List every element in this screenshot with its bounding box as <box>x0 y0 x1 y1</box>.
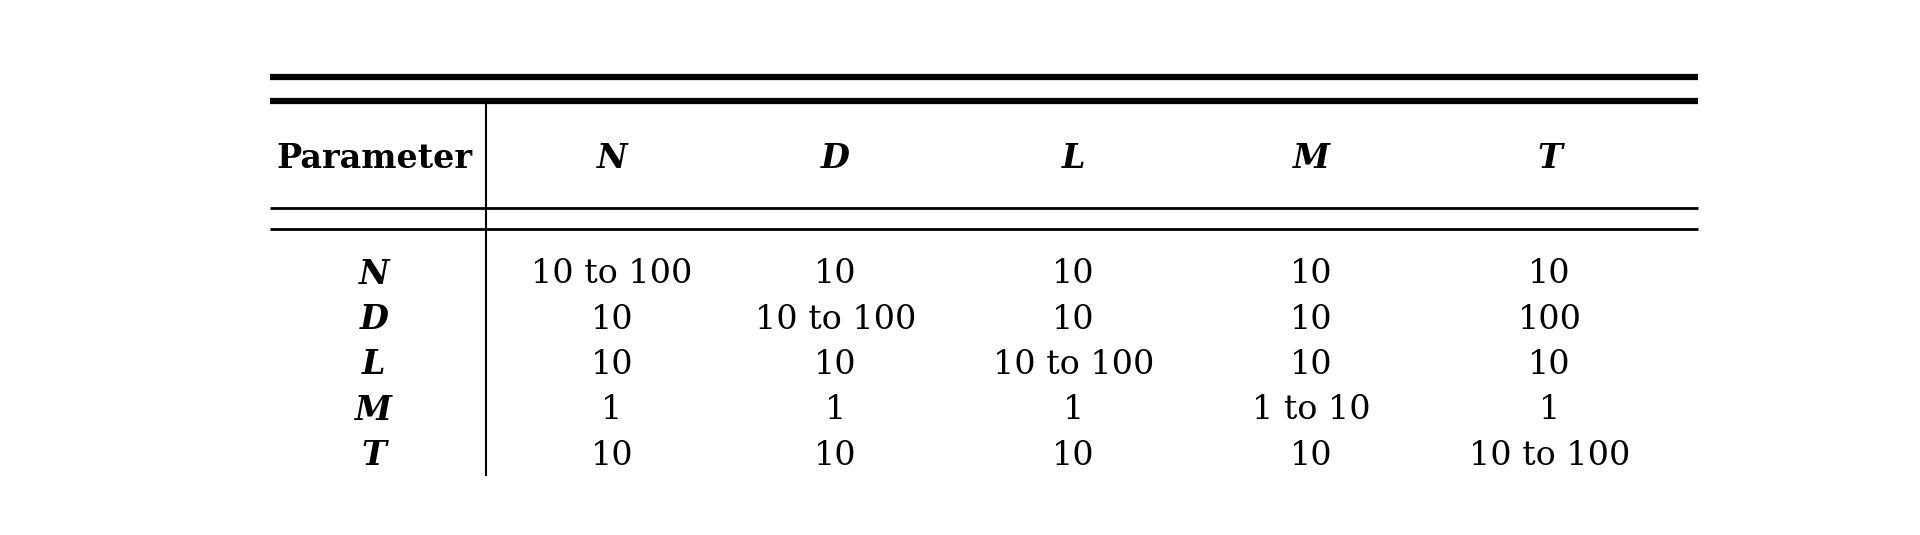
Text: 1: 1 <box>1538 394 1561 426</box>
Text: 10: 10 <box>1052 303 1094 335</box>
Text: D: D <box>820 142 851 175</box>
Text: 100: 100 <box>1517 303 1582 335</box>
Text: 10: 10 <box>1290 303 1332 335</box>
Text: 10: 10 <box>1052 258 1094 291</box>
Text: 10: 10 <box>591 440 634 471</box>
Text: 10 to 100: 10 to 100 <box>532 258 693 291</box>
Text: 10: 10 <box>814 440 856 471</box>
Text: M: M <box>1292 142 1331 175</box>
Text: N: N <box>597 142 628 175</box>
Text: L: L <box>363 348 386 381</box>
Text: 10: 10 <box>814 349 856 381</box>
Text: 10: 10 <box>1290 258 1332 291</box>
Text: 10: 10 <box>591 303 634 335</box>
Text: T: T <box>361 439 386 472</box>
Text: N: N <box>359 258 390 291</box>
Text: M: M <box>355 394 392 427</box>
Text: 1: 1 <box>601 394 622 426</box>
Text: 10: 10 <box>1528 349 1571 381</box>
Text: D: D <box>359 303 388 336</box>
Text: 10: 10 <box>1528 258 1571 291</box>
Text: 10: 10 <box>1290 440 1332 471</box>
Text: 10: 10 <box>1290 349 1332 381</box>
Text: 10: 10 <box>591 349 634 381</box>
Text: 1: 1 <box>824 394 847 426</box>
Text: 10: 10 <box>814 258 856 291</box>
Text: L: L <box>1062 142 1085 175</box>
Text: 1 to 10: 1 to 10 <box>1252 394 1371 426</box>
Text: 10 to 100: 10 to 100 <box>755 303 916 335</box>
Text: Parameter: Parameter <box>276 142 472 175</box>
Text: 10 to 100: 10 to 100 <box>1469 440 1630 471</box>
Text: 1: 1 <box>1062 394 1085 426</box>
Text: 10 to 100: 10 to 100 <box>993 349 1154 381</box>
Text: T: T <box>1538 142 1561 175</box>
Text: 10: 10 <box>1052 440 1094 471</box>
